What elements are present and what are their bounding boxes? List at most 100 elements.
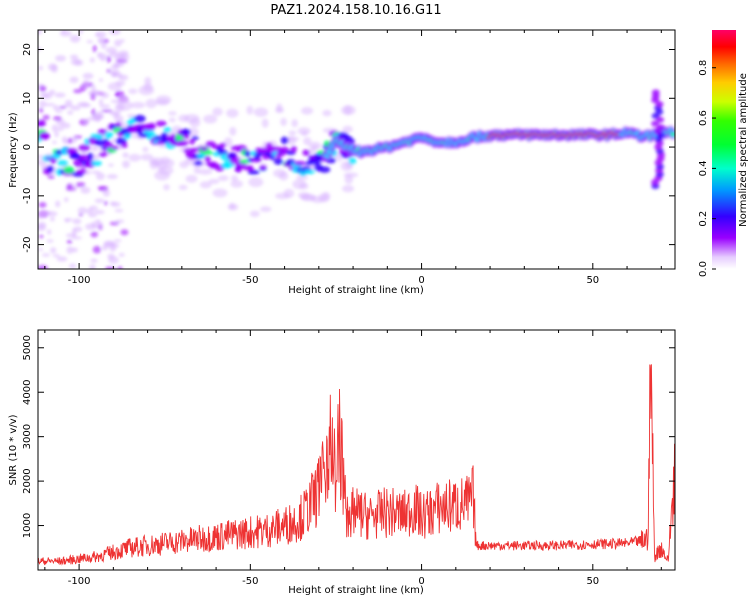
heat-speckle (73, 135, 83, 139)
heat-speckle (63, 217, 73, 222)
heat-speckle (80, 102, 91, 108)
heat-speckle (109, 201, 117, 206)
spectrogram-frame (37, 29, 676, 270)
heat-speckle (51, 124, 58, 132)
heat-speckle (91, 84, 96, 92)
heat-speckle (301, 107, 314, 115)
heat-blob (294, 160, 306, 166)
heat-speckle (47, 174, 55, 180)
heat-blob (181, 128, 191, 136)
heat-speckle (56, 126, 64, 132)
heat-speckle (223, 137, 233, 148)
colorbar-label: Normalized spectral amplitude (738, 73, 749, 227)
heat-blob (98, 152, 107, 158)
spectrogram-ytick-label: 10 (22, 92, 33, 105)
snr-axes: -100 -50 0 50 1000 2000 3000 4000 5000 (22, 329, 676, 587)
heat-blob (104, 141, 114, 150)
heat-speckle (106, 55, 112, 63)
snr-panel: -100 -50 0 50 1000 2000 3000 4000 5000 Height of… (8, 329, 676, 596)
heat-speckle (108, 256, 119, 264)
heat-speckle (38, 107, 44, 113)
heat-speckle (50, 247, 57, 254)
heat-speckle (116, 100, 133, 111)
heat-blob (303, 169, 315, 175)
heat-speckle (301, 131, 308, 136)
heat-blob (227, 152, 237, 158)
heat-speckle (122, 160, 130, 169)
heat-speckle (100, 92, 109, 99)
heat-speckle (308, 148, 316, 154)
heat-blob (69, 153, 81, 160)
heat-speckle (144, 76, 152, 86)
heat-speckle (119, 74, 129, 81)
colorbar-tick-label: 0.6 (698, 110, 709, 126)
heat-blob (193, 160, 203, 166)
heat-speckle (336, 154, 343, 162)
heat-speckle (108, 163, 114, 167)
heat-speckle (113, 115, 124, 122)
heat-speckle (212, 188, 228, 198)
heat-speckle (46, 211, 58, 217)
heat-blob (182, 133, 190, 140)
spectrogram-blobs (38, 30, 675, 269)
heat-speckle (140, 153, 154, 161)
heat-speckle (178, 114, 190, 122)
heat-speckle (44, 103, 56, 107)
heat-speckle (49, 216, 55, 222)
heat-speckle (38, 202, 47, 208)
heat-speckle (38, 264, 48, 269)
heat-speckle (58, 105, 67, 109)
heat-blob (96, 134, 103, 140)
snr-ytick-label: 1000 (22, 513, 33, 538)
heat-blob (280, 136, 289, 145)
heat-speckle (39, 85, 47, 93)
heat-speckle (283, 188, 295, 198)
heat-speckle (38, 234, 44, 239)
heat-blob (244, 150, 251, 157)
heat-speckle (72, 218, 82, 225)
heat-speckle (95, 114, 101, 122)
heat-blob (148, 122, 156, 131)
heat-speckle (342, 125, 353, 133)
heat-blob (133, 114, 146, 123)
heat-speckle (61, 136, 68, 143)
heat-speckle (52, 140, 57, 144)
heat-speckle (115, 91, 120, 98)
heat-speckle (111, 138, 116, 143)
snr-ytick-label: 3000 (22, 424, 33, 449)
heat-speckle (41, 253, 51, 257)
snr-ytick-label: 2000 (22, 468, 33, 493)
heat-speckle (75, 181, 86, 188)
heat-speckle (63, 197, 69, 203)
heat-speckle (259, 206, 272, 212)
heat-blob (201, 150, 214, 155)
heat-speckle (296, 175, 309, 181)
heat-speckle (70, 58, 81, 66)
heat-speckle (82, 79, 89, 87)
heat-blob (91, 160, 102, 167)
heat-blob (63, 166, 75, 174)
heat-speckle (52, 254, 60, 258)
heat-blob (302, 149, 310, 156)
heat-speckle (113, 239, 122, 243)
heat-blob (247, 169, 260, 175)
spectrogram-ytick-label: 20 (22, 43, 33, 56)
heat-speckle (344, 174, 354, 185)
heat-speckle (126, 113, 136, 118)
heat-blob (115, 122, 122, 129)
spectrogram-ytick-label: -20 (22, 236, 33, 252)
heat-speckle (55, 55, 67, 62)
colorbar-tick-label: 0.8 (698, 60, 709, 76)
heat-blob (209, 161, 218, 167)
heat-speckle (145, 98, 157, 109)
figure-title: PAZ1.2024.158.10.16.G11 (270, 3, 441, 18)
heat-blob (273, 157, 284, 165)
heat-speckle (299, 193, 316, 201)
heat-blob (104, 131, 114, 139)
heat-blob (656, 124, 665, 131)
heat-speckle (292, 179, 307, 190)
snr-xtick-label: 50 (586, 576, 599, 587)
heat-speckle (341, 185, 355, 193)
heat-speckle (101, 245, 108, 251)
